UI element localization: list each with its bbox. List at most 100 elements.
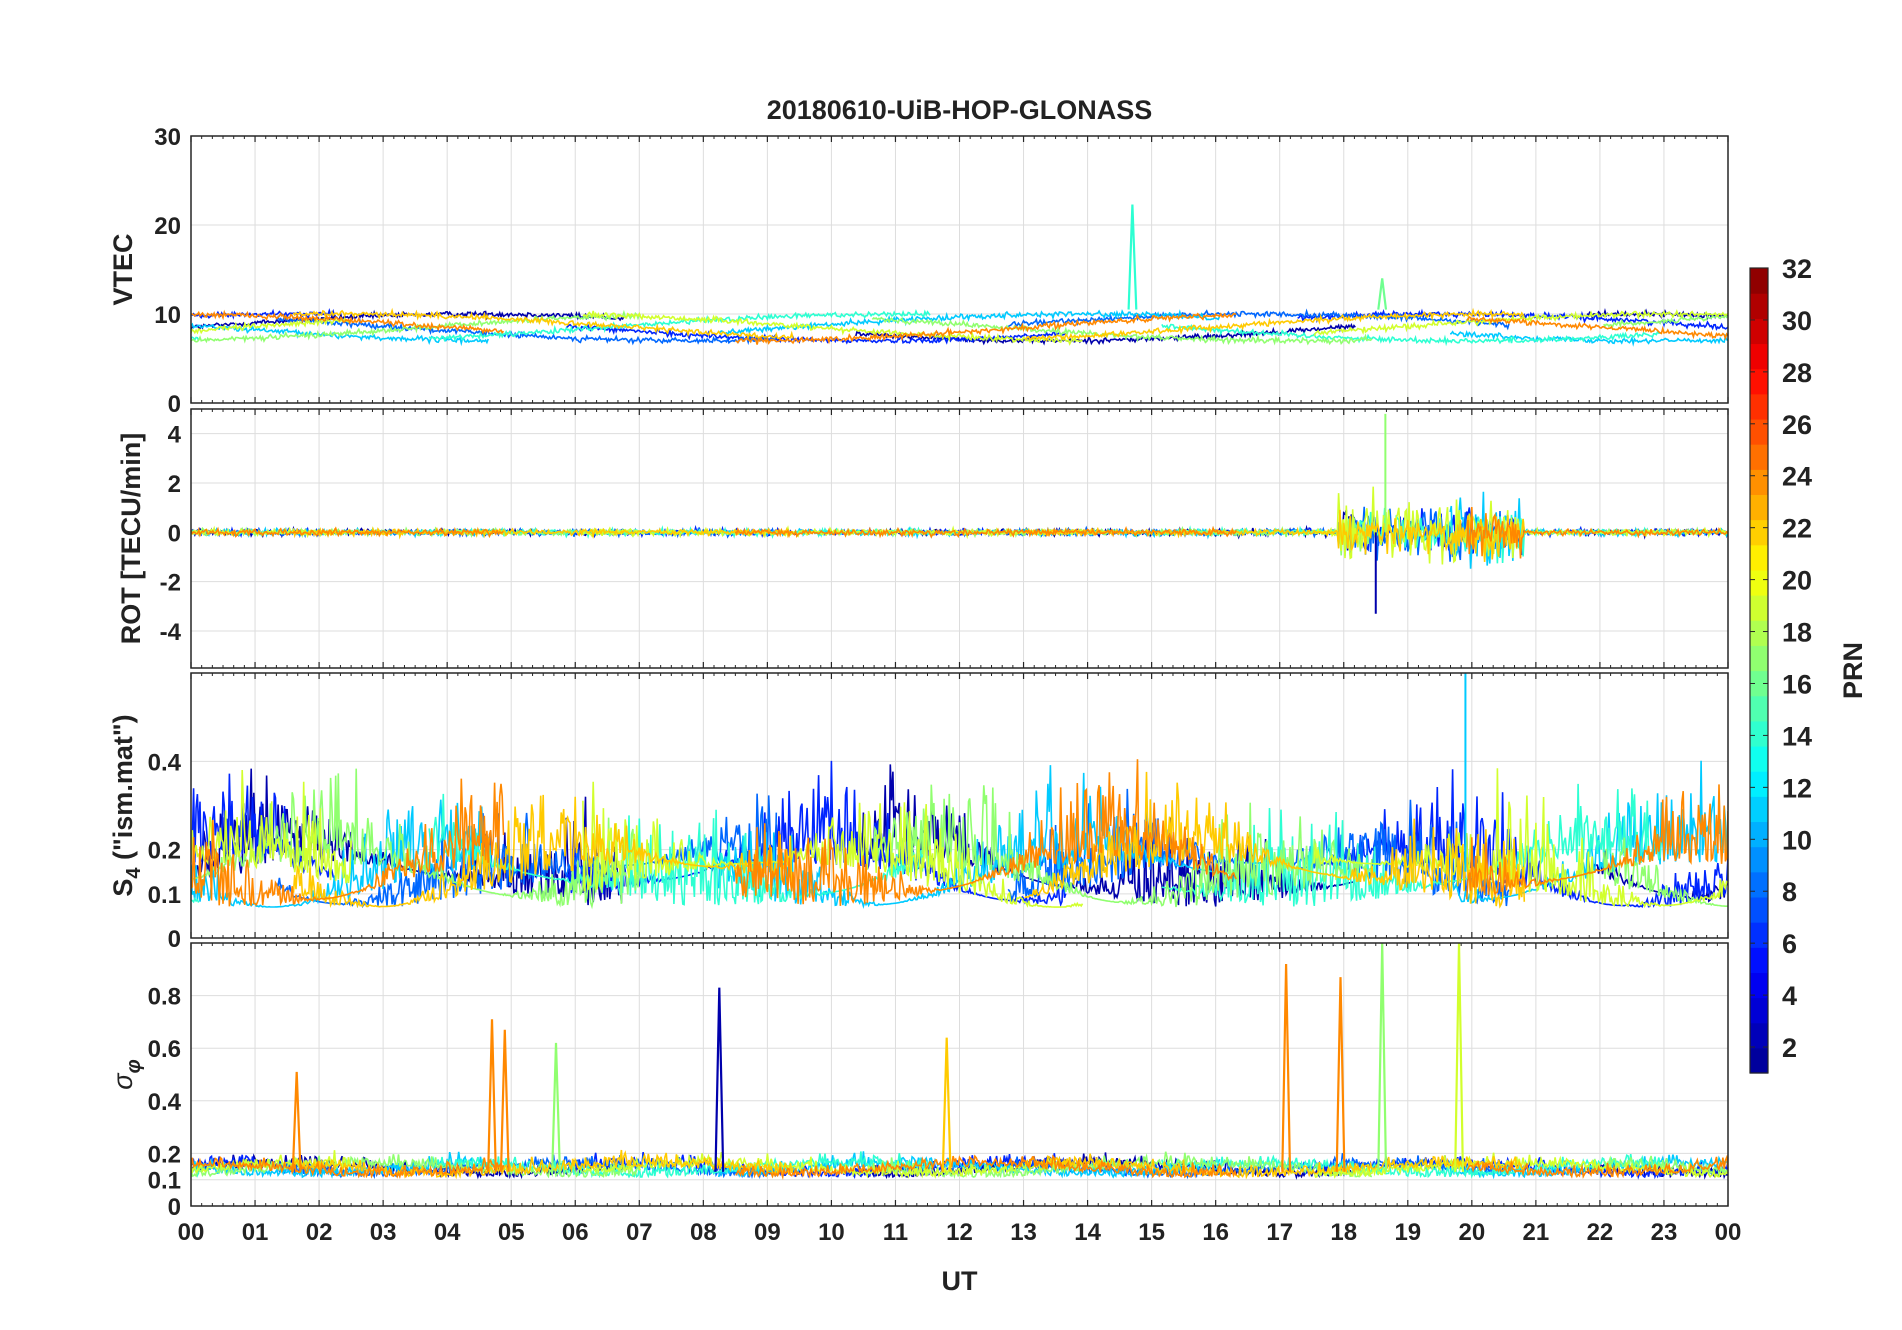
y-tick-label: 0: [168, 926, 181, 953]
series-prn-24: [735, 312, 1237, 345]
y-tick-label: 0.2: [148, 1141, 181, 1168]
series-prn-22: [292, 526, 794, 540]
spike-prn-16: [1377, 278, 1388, 310]
colorbar-tick-label: 32: [1782, 254, 1812, 284]
x-tick-label: 15: [1138, 1219, 1165, 1246]
colorbar-tick-label: 30: [1782, 306, 1812, 336]
series-prn-17: [191, 309, 642, 344]
colorbar-segment: [1750, 1047, 1768, 1074]
chart-title: 20180610-UiB-HOP-GLONASS: [767, 95, 1153, 125]
spike-prn-2: [714, 987, 725, 1172]
x-tick-label: 07: [626, 1219, 653, 1246]
colorbar-label: PRN: [1838, 642, 1868, 699]
colorbar-segment: [1750, 896, 1768, 923]
spike-prn-17: [551, 1042, 561, 1172]
series-prn-24: [734, 525, 1237, 539]
series-prn-24: [191, 526, 504, 539]
colorbar-segment: [1750, 595, 1768, 621]
colorbar-segment: [1750, 494, 1768, 521]
x-tick-label: 04: [434, 1219, 461, 1246]
colorbar-tick-label: 24: [1782, 462, 1812, 492]
spike-prn-24: [1335, 977, 1346, 1172]
colorbar-frame: [1749, 267, 1769, 1074]
y-tick-label: 0.6: [148, 1036, 181, 1063]
spike-prn-24: [1281, 963, 1292, 1172]
panel-vtec: 0 10 20 30 VTEC: [108, 124, 1729, 418]
series-prn-24: [1465, 506, 1728, 559]
y-axis-label-s4: S4 ("ism.mat"): [108, 714, 145, 896]
x-axis-label: UT: [942, 1266, 978, 1296]
x-tick-label: 10: [818, 1219, 845, 1246]
series-prn-14: [1161, 1153, 1662, 1179]
colorbar-tick-label: 2: [1782, 1033, 1797, 1063]
x-tick-label: 05: [498, 1219, 525, 1246]
colorbar-segment: [1750, 947, 1768, 973]
series-prn-19: [582, 310, 1083, 346]
x-tick-label: 16: [1202, 1219, 1229, 1246]
colorbar-tick-label: 20: [1782, 566, 1812, 596]
traces: [191, 204, 1728, 347]
y-tick-label: -4: [160, 619, 182, 646]
colorbar-tick-label: 26: [1782, 410, 1812, 440]
colorbar-segment: [1750, 418, 1768, 445]
panel-rot: -4 -2 0 2 4 ROT [TECU/min]: [116, 408, 1729, 669]
colorbar-tick-label: 18: [1782, 618, 1812, 648]
colorbar-segment: [1750, 620, 1768, 646]
y-tick-label: 0.1: [148, 1168, 181, 1195]
y-tick-label: 10: [154, 302, 181, 329]
series-prn-14: [428, 309, 931, 343]
y-tick-label: 0.1: [148, 882, 181, 909]
colorbar-segment: [1750, 997, 1768, 1024]
panel-s4: 0 0.1 0.2 0.4S4 ("ism.mat"): [108, 672, 1729, 953]
traces: [191, 673, 1728, 910]
colorbar-segment: [1750, 871, 1768, 898]
x-tick-label: 06: [562, 1219, 589, 1246]
x-tick-label: 13: [1010, 1219, 1037, 1246]
series-prn-19: [191, 525, 352, 539]
x-tick-label: 22: [1587, 1219, 1614, 1246]
colorbar-segment: [1750, 444, 1768, 470]
y-tick-label: 0.8: [148, 984, 181, 1011]
series-prn-24: [191, 778, 505, 907]
spike-prn-24: [499, 1029, 510, 1172]
x-tick-label: 14: [1074, 1219, 1101, 1246]
y-axis-label-sigma_phi: σφ: [108, 1059, 145, 1089]
series-prn-22: [1024, 307, 1525, 343]
colorbar-segment: [1750, 544, 1768, 571]
colorbar-tick-label: 6: [1782, 929, 1797, 959]
series-prn-22: [292, 794, 794, 909]
series-prn-24: [191, 309, 505, 335]
colorbar-segment: [1750, 720, 1768, 747]
y-tick-label: 0: [168, 391, 181, 418]
x-tick-label: 12: [946, 1219, 973, 1246]
series-prn-24: [734, 759, 1237, 906]
colorbar-segment: [1750, 343, 1768, 370]
colorbar-tick-label: 16: [1782, 669, 1812, 699]
colorbar-segment: [1750, 469, 1768, 496]
x-tick-label: 20: [1458, 1219, 1485, 1246]
colorbar-segment: [1750, 670, 1768, 697]
series-prn-11: [191, 799, 489, 908]
colorbar-tick-label: 12: [1782, 773, 1812, 803]
panel-sigma_phi: 00.10.2 0.4 0.6 0.8 σφ: [108, 942, 1729, 1221]
colorbar-segment: [1750, 268, 1768, 294]
traces: [191, 413, 1728, 614]
series-prn-19: [1313, 768, 1728, 909]
colorbar-segment: [1750, 393, 1768, 420]
colorbar-segment: [1750, 745, 1768, 772]
series-prn-17: [1603, 837, 1728, 908]
y-tick-label: 0: [168, 1194, 181, 1221]
x-tick-label: 09: [754, 1219, 781, 1246]
x-tick-label: 08: [690, 1219, 717, 1246]
x-tick-label: 03: [370, 1219, 397, 1246]
y-tick-label: 4: [168, 422, 182, 449]
colorbar-tick-label: 28: [1782, 358, 1812, 388]
series-prn-19: [191, 1150, 352, 1174]
spike-prn-22: [941, 1037, 952, 1172]
y-tick-label: 20: [154, 213, 181, 240]
colorbar-segment: [1750, 519, 1768, 546]
colorbar-tick-label: 4: [1782, 981, 1797, 1011]
x-tick-label: 02: [306, 1219, 333, 1246]
